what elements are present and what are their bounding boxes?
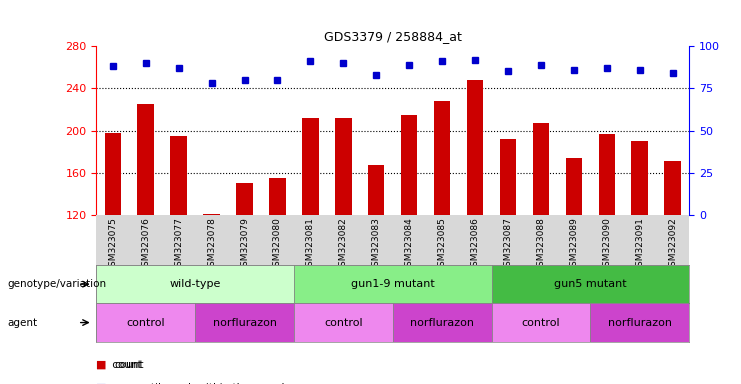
- Text: GSM323075: GSM323075: [108, 217, 117, 272]
- Bar: [401, 115, 417, 215]
- Text: GSM323090: GSM323090: [602, 217, 611, 272]
- Bar: [499, 139, 516, 215]
- Text: GSM323084: GSM323084: [405, 217, 413, 272]
- Text: GSM323082: GSM323082: [339, 217, 348, 272]
- Text: norflurazon: norflurazon: [213, 318, 276, 328]
- Bar: [467, 80, 483, 215]
- Text: GSM323089: GSM323089: [569, 217, 579, 272]
- Text: count: count: [115, 360, 144, 370]
- Text: GSM323087: GSM323087: [503, 217, 513, 272]
- Text: control: control: [522, 318, 560, 328]
- Bar: [491, 265, 689, 303]
- Text: gun1-9 mutant: gun1-9 mutant: [350, 279, 435, 289]
- Bar: [335, 118, 351, 215]
- Bar: [434, 101, 451, 215]
- Text: ■: ■: [96, 360, 107, 370]
- Text: ■: ■: [96, 383, 107, 384]
- Bar: [565, 158, 582, 215]
- Text: norflurazon: norflurazon: [608, 318, 672, 328]
- Bar: [104, 132, 121, 215]
- Bar: [533, 123, 549, 215]
- Title: GDS3379 / 258884_at: GDS3379 / 258884_at: [324, 30, 462, 43]
- Text: norflurazon: norflurazon: [410, 318, 474, 328]
- Bar: [294, 265, 491, 303]
- Text: ■  count: ■ count: [96, 360, 142, 370]
- Bar: [302, 118, 319, 215]
- Bar: [96, 303, 195, 342]
- Bar: [491, 303, 591, 342]
- Bar: [393, 303, 491, 342]
- Bar: [236, 184, 253, 215]
- Bar: [195, 303, 294, 342]
- Text: agent: agent: [7, 318, 38, 328]
- Text: control: control: [324, 318, 362, 328]
- Text: GSM323081: GSM323081: [306, 217, 315, 272]
- Bar: [665, 161, 681, 215]
- Text: GSM323091: GSM323091: [635, 217, 644, 272]
- Bar: [368, 166, 385, 215]
- Bar: [269, 178, 286, 215]
- Text: gun5 mutant: gun5 mutant: [554, 279, 627, 289]
- Text: percentile rank within the sample: percentile rank within the sample: [115, 383, 290, 384]
- Text: GSM323088: GSM323088: [536, 217, 545, 272]
- Text: GSM323080: GSM323080: [273, 217, 282, 272]
- Bar: [170, 136, 187, 215]
- Text: GSM323077: GSM323077: [174, 217, 183, 272]
- Text: genotype/variation: genotype/variation: [7, 279, 107, 289]
- Text: GSM323076: GSM323076: [142, 217, 150, 272]
- Text: GSM323092: GSM323092: [668, 217, 677, 272]
- Text: control: control: [127, 318, 165, 328]
- Bar: [631, 141, 648, 215]
- Bar: [138, 104, 154, 215]
- Text: GSM323083: GSM323083: [372, 217, 381, 272]
- Bar: [599, 134, 615, 215]
- Bar: [203, 214, 220, 215]
- Text: wild-type: wild-type: [170, 279, 221, 289]
- Bar: [591, 303, 689, 342]
- Text: GSM323078: GSM323078: [207, 217, 216, 272]
- Bar: [96, 265, 294, 303]
- Text: GSM323079: GSM323079: [240, 217, 249, 272]
- Bar: [294, 303, 393, 342]
- Text: GSM323085: GSM323085: [438, 217, 447, 272]
- Text: GSM323086: GSM323086: [471, 217, 479, 272]
